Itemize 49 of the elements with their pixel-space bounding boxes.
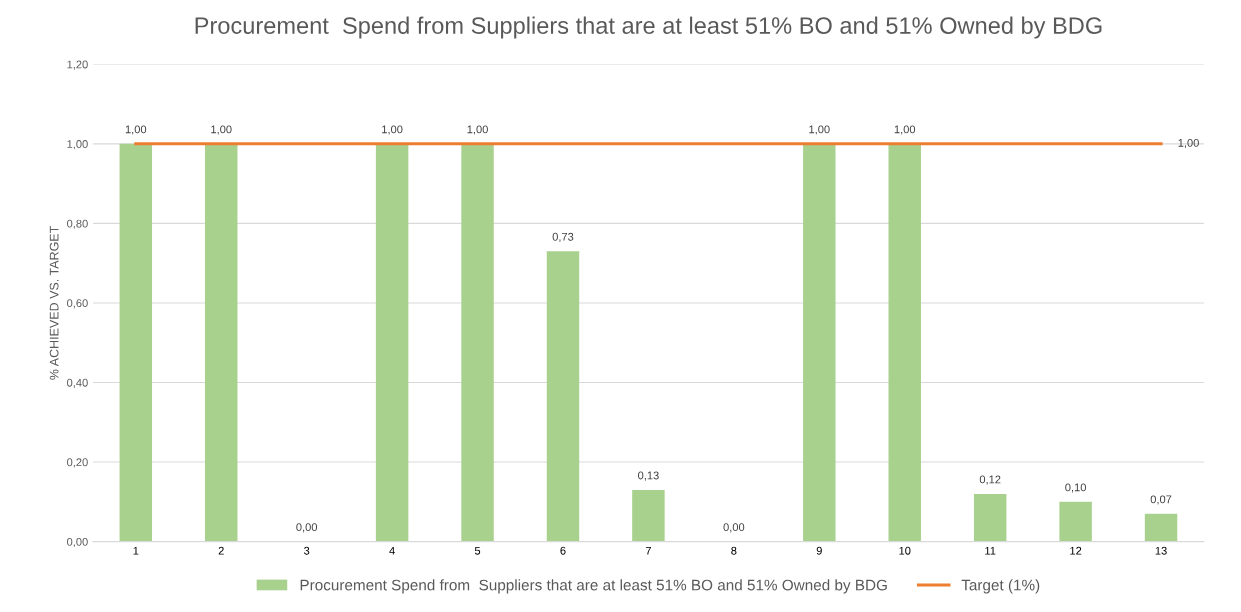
bar [119,143,153,542]
x-tick-label: 4 [389,546,395,555]
x-tick-label: 3 [304,546,310,555]
x-tick-label: 8 [731,546,737,555]
bar [632,489,665,542]
x-tick-label: 7 [645,546,651,555]
data-label: 1,00 [125,125,147,135]
x-tick-label: 6 [560,546,566,555]
y-tick-label: 0,00 [67,537,88,548]
data-label: 0,73 [552,232,574,243]
data-label: 1,00 [809,125,830,135]
y-tick-label: 0,60 [67,299,88,309]
bar [973,493,1007,542]
y-tick-label: 0,40 [67,378,88,388]
data-label: 1,00 [211,125,232,135]
x-tick-label: 12 [1070,546,1082,555]
bar [888,143,921,542]
y-tick-label: 1,20 [67,60,88,70]
x-tick-label: 9 [816,546,822,555]
y-tick-label: 1,00 [67,140,88,150]
bar [1144,513,1178,542]
data-label: 1,00 [1178,138,1199,149]
data-label: 1,00 [382,125,403,135]
data-label: 1,00 [467,125,488,135]
x-tick-label: 1 [133,546,139,555]
data-label: 0,07 [1150,495,1172,505]
x-tick-label: 13 [1155,546,1167,555]
x-tick-label: 5 [474,546,481,555]
data-label: 0,12 [979,475,1001,485]
y-tick-label: 0,80 [67,219,88,229]
bar [1059,501,1092,542]
bar [546,251,580,542]
x-tick-label: 11 [985,546,996,555]
data-label: 0,00 [723,523,745,533]
legend-label: Target (1%) [961,579,1040,594]
x-tick-label: 10 [899,546,911,555]
data-label: 1,00 [894,125,916,135]
y-axis-title: % ACHIEVED VS. TARGET [49,226,59,380]
legend-label: Procurement Spend from Suppliers that are at least 51% BO and 51% Owned by BDG [300,579,887,594]
bar [461,143,494,542]
data-label: 0,00 [296,523,318,533]
bar [205,143,238,542]
y-tick-label: 0,20 [67,458,88,468]
chart-title: Procurement Spend from Suppliers that are at least 51% BO and 51% Owned by BDG [195,16,1102,39]
data-label: 0,13 [638,471,659,481]
data-label: 0,10 [1065,483,1086,493]
bar [375,143,409,542]
x-tick-label: 2 [218,546,224,555]
bar [803,143,836,542]
